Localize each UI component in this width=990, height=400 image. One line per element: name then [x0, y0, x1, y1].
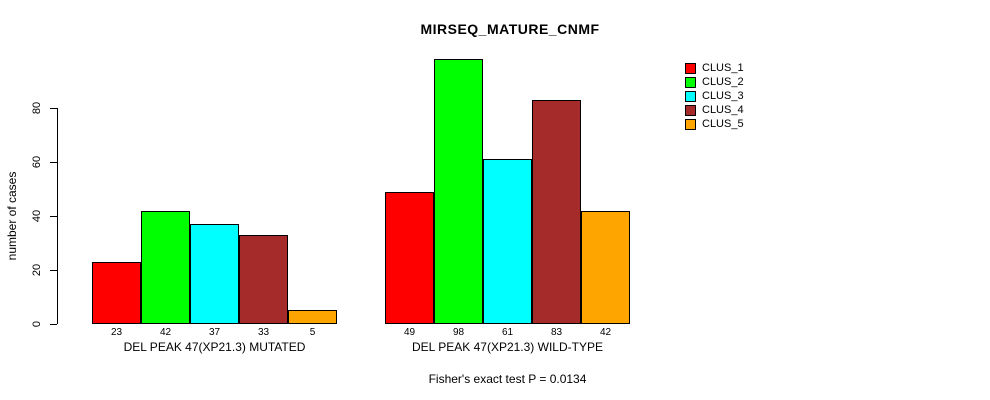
group-axis-label-mutated: DEL PEAK 47(XP21.3) MUTATED — [123, 340, 306, 354]
bar-clus_4-group1 — [239, 235, 288, 324]
bar-clus_3-group1 — [190, 224, 239, 324]
y-tick-label: 60 — [31, 155, 43, 169]
y-tick-label: 40 — [31, 209, 43, 223]
bar-value-label: 5 — [309, 327, 316, 338]
bar-clus_5-group1 — [288, 310, 337, 324]
bar-value-label: 37 — [208, 327, 221, 338]
y-axis-title: number of cases — [5, 171, 19, 261]
y-tick — [50, 323, 57, 325]
y-tick-label: 20 — [31, 263, 43, 277]
bar-clus_4-group2 — [532, 100, 581, 324]
group-axis-label-wild-type: DEL PEAK 47(XP21.3) WILD-TYPE — [412, 340, 603, 354]
y-tick — [50, 215, 57, 217]
legend-swatch-clus_1 — [685, 62, 696, 74]
bar-value-label: 42 — [599, 327, 612, 338]
legend-label: CLUS_1 — [702, 62, 744, 74]
y-tick — [50, 269, 57, 271]
legend-swatch-clus_5 — [685, 118, 696, 130]
bar-clus_1-group2 — [385, 192, 434, 324]
y-axis-line — [57, 108, 58, 324]
y-tick-label: 80 — [31, 101, 43, 115]
bar-clus_3-group2 — [483, 159, 532, 324]
bar-value-label: 33 — [257, 327, 270, 338]
bar-clus_2-group1 — [141, 211, 190, 324]
bar-clus_2-group2 — [434, 59, 483, 324]
bar-value-label: 23 — [110, 327, 123, 338]
chart-title: MIRSEQ_MATURE_CNMF — [420, 21, 600, 37]
legend-label: CLUS_4 — [702, 104, 744, 116]
legend-label: CLUS_3 — [702, 90, 744, 102]
legend-label: CLUS_2 — [702, 76, 744, 88]
legend-swatch-clus_2 — [685, 76, 696, 88]
legend-swatch-clus_3 — [685, 90, 696, 102]
bar-value-label: 98 — [452, 327, 465, 338]
legend-swatch-clus_4 — [685, 104, 696, 116]
bar-clus_1-group1 — [92, 262, 141, 324]
y-tick-label: 0 — [31, 320, 43, 328]
bar-value-label: 61 — [501, 327, 514, 338]
legend-label: CLUS_5 — [702, 118, 744, 130]
bar-value-label: 42 — [159, 327, 172, 338]
bar-clus_5-group2 — [581, 211, 630, 324]
bar-value-label: 49 — [403, 327, 416, 338]
bar-value-label: 83 — [550, 327, 563, 338]
fisher-test-note: Fisher's exact test P = 0.0134 — [428, 372, 587, 386]
y-tick — [50, 107, 57, 109]
y-tick — [50, 161, 57, 163]
